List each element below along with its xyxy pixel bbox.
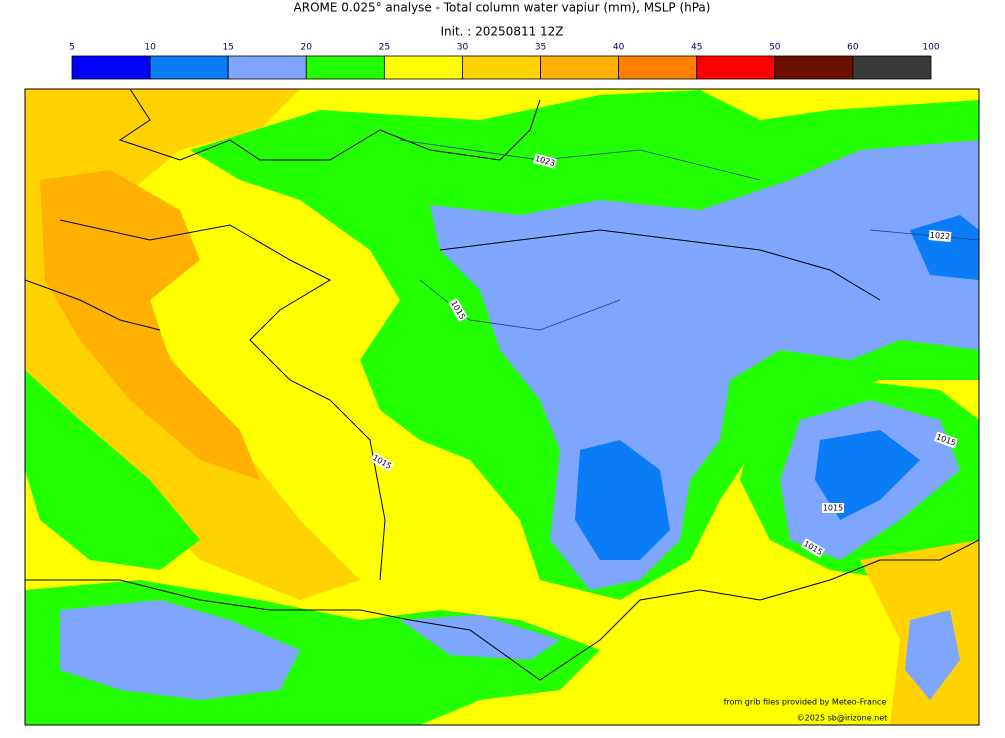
field-15b: [60, 600, 300, 700]
title: AROME 0.025° analyse - Total column wate…: [294, 1, 711, 15]
colorbar-segment: [383, 55, 463, 80]
colorbar-tick-label: 30: [457, 43, 469, 53]
field-10b: [910, 215, 979, 280]
colorbar-segment: [71, 55, 151, 80]
map: 1023 1015 1022 1015 1015 1015 1015 from …: [24, 88, 980, 726]
colorbar-tick-label: 25: [379, 43, 390, 53]
credit: from grib files provided by Meteo-France: [724, 698, 887, 707]
colorbar-tick-label: 50: [769, 43, 781, 53]
isobar-label: 1022: [929, 231, 950, 242]
colorbar-segment: [149, 55, 229, 80]
field-10a: [575, 440, 670, 560]
colorbar-tick-label: 5: [69, 43, 75, 53]
colorbar-segment: [227, 55, 307, 80]
colorbar-tick-label: 10: [144, 43, 156, 53]
colorbar-segment: [696, 55, 776, 80]
field-15a: [430, 140, 979, 590]
colorbar-segment: [540, 55, 620, 80]
colorbar-segment: [852, 55, 932, 80]
colorbar-tick-label: 45: [691, 43, 702, 53]
field-40: [40, 170, 260, 480]
colorbar-tick-label: 20: [301, 43, 313, 53]
map-frame: [24, 88, 980, 726]
colorbar: 5 10 15 20 25 30 35 40 45 50 60 100: [69, 43, 940, 80]
isobar-label: 1015: [823, 504, 843, 513]
credit: ©2025 sb@irizone.net: [797, 714, 888, 723]
coastlines: [25, 89, 979, 681]
colorbar-segment: [774, 55, 854, 80]
colorbar-tick-label: 35: [535, 43, 546, 53]
colorbar-tick-label: 100: [922, 43, 939, 53]
map-field: [25, 89, 979, 725]
field-25: [25, 370, 200, 570]
field-15e: [905, 610, 960, 700]
colorbar-segment: [618, 55, 698, 80]
colorbar-segment: [462, 55, 541, 80]
subtitle: Init. : 20250811 12Z: [440, 25, 563, 39]
field-10c: [815, 430, 920, 520]
colorbar-segment: [305, 55, 385, 80]
colorbar-tick-label: 60: [847, 43, 859, 53]
colorbar-tick-label: 15: [222, 43, 233, 53]
isobars: [399, 139, 979, 331]
colorbar-tick-label: 40: [613, 43, 625, 53]
